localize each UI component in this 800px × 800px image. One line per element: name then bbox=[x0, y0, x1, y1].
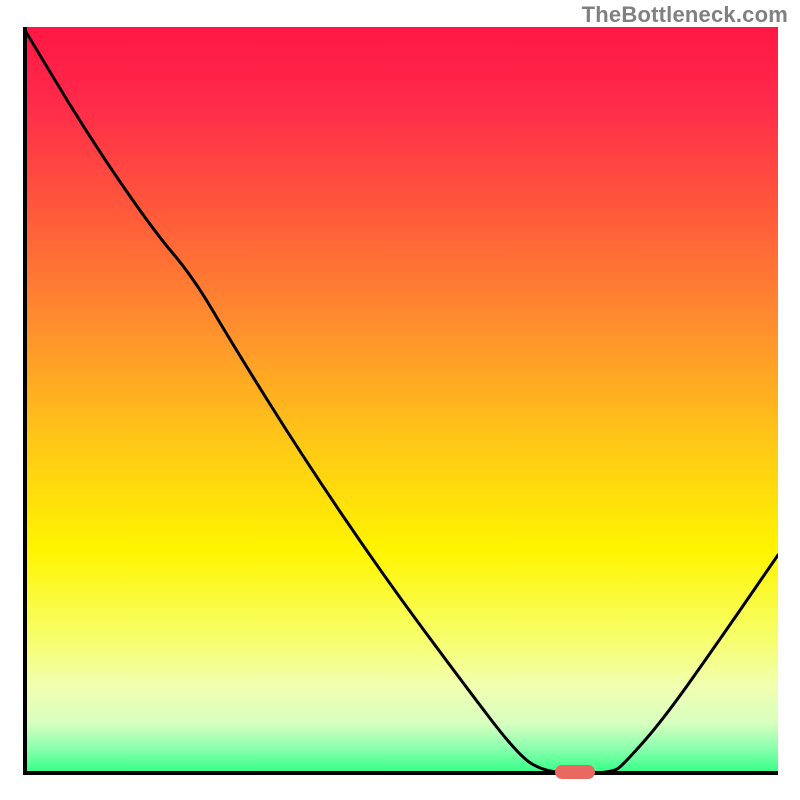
chart-container: { "watermark": { "text": "TheBottleneck.… bbox=[0, 0, 800, 800]
plot-area bbox=[23, 27, 778, 775]
bottleneck-curve bbox=[23, 27, 778, 773]
curve-layer bbox=[23, 27, 778, 775]
watermark-text: TheBottleneck.com bbox=[582, 2, 788, 28]
optimal-marker bbox=[555, 765, 595, 779]
